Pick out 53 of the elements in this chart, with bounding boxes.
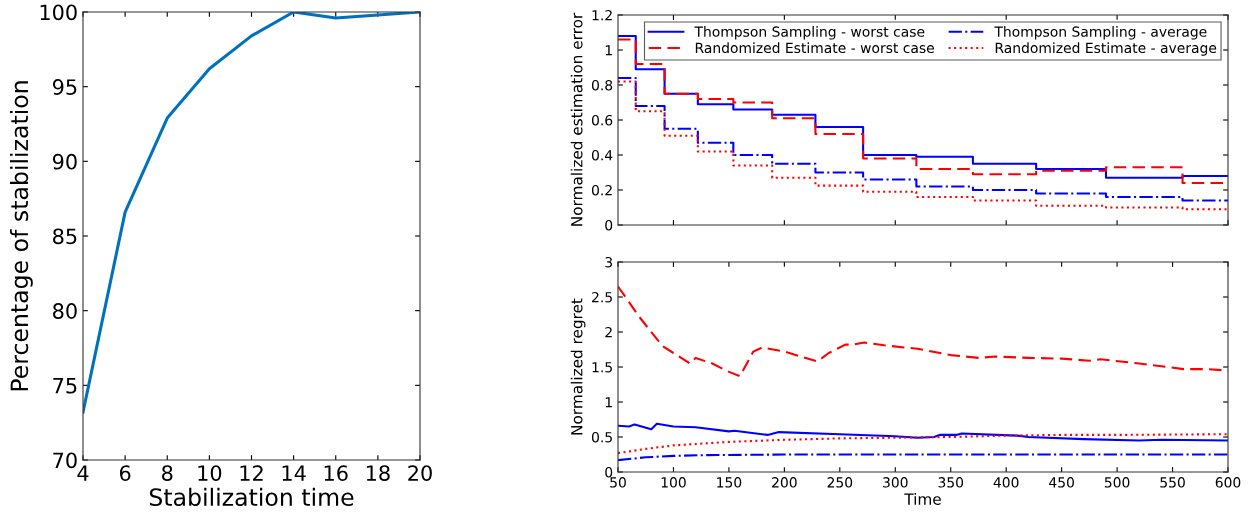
x-tick-label: 600: [1215, 477, 1241, 488]
y-tick-label: 0: [605, 219, 613, 231]
x-tick-label: 550: [1160, 477, 1185, 488]
y-tick-label: 0.6: [591, 114, 613, 126]
legend-label: Randomized Estimate - worst case: [695, 42, 934, 54]
y-tick-label: 75: [53, 378, 77, 394]
y-axis-title: Normalized estimation error: [570, 12, 583, 226]
x-tick-label: 18: [366, 465, 390, 481]
x-tick-label: 250: [827, 477, 853, 488]
x-tick-label: 500: [1104, 477, 1130, 488]
y-tick-label: 1.5: [592, 362, 612, 373]
x-tick-label: 50: [610, 477, 626, 488]
x-tick-label: 200: [772, 477, 797, 488]
line-series: [618, 433, 1228, 455]
legend-label: Thompson Sampling - worst case: [694, 26, 925, 40]
y-tick-label: 90: [52, 153, 77, 170]
y-tick-label: 3: [605, 256, 613, 268]
y-axis-title: Percentage of stabilization: [9, 81, 33, 391]
x-tick-label: 350: [938, 477, 964, 488]
y-tick-label: 2.5: [592, 291, 612, 303]
y-tick-label: 85: [53, 228, 77, 245]
line-series: [618, 422, 1228, 442]
y-tick-label: 95: [52, 79, 77, 95]
y-tick-label: 1.2: [592, 9, 612, 21]
y-tick-label: 0.8: [591, 79, 613, 91]
y-tick-label: 0.2: [591, 184, 612, 196]
y-tick-label: 80: [53, 303, 77, 319]
y-tick-label: 2: [605, 326, 612, 338]
x-tick-label: 10: [198, 465, 222, 481]
x-tick-label: 400: [993, 477, 1019, 488]
x-tick-label: 450: [1049, 477, 1074, 488]
y-tick-label: 0: [605, 466, 613, 478]
y-tick-label: 1: [605, 45, 612, 56]
y-tick-label: 100: [40, 4, 77, 21]
x-tick-label: 16: [324, 465, 348, 481]
x-axis-title: Stabilization time: [149, 487, 354, 507]
y-tick-label: 0.4: [591, 149, 613, 161]
x-tick-label: 6: [119, 465, 131, 481]
x-tick-label: 8: [162, 465, 173, 481]
x-tick-label: 300: [883, 477, 908, 488]
x-tick-label: 150: [717, 477, 742, 488]
y-tick-label: 1: [605, 397, 612, 408]
x-axis-title: Time: [904, 493, 941, 505]
x-tick-label: 20: [408, 465, 432, 481]
legend-label: Randomized Estimate - average: [995, 42, 1217, 56]
y-axis-title: Normalized regret: [570, 298, 586, 435]
x-tick-label: 14: [282, 465, 306, 481]
x-tick-label: 100: [661, 477, 686, 488]
legend-label: Thompson Sampling - average: [994, 26, 1207, 40]
x-tick-label: 12: [240, 465, 263, 481]
x-tick-label: 4: [77, 465, 89, 481]
y-tick-label: 0.5: [591, 431, 612, 443]
y-tick-label: 70: [53, 452, 77, 469]
